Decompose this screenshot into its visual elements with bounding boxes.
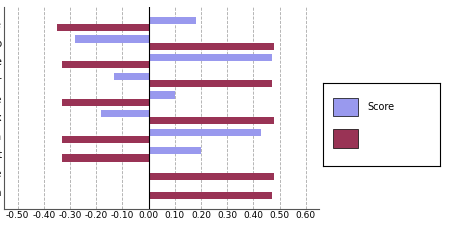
Bar [149,54,272,61]
Bar [149,91,175,99]
Bar [149,43,274,50]
Bar [149,192,272,199]
Bar [62,99,149,106]
Bar [149,147,201,155]
Bar [114,73,149,80]
Bar [62,136,149,143]
Text: Score: Score [368,102,395,112]
Bar [333,129,358,148]
Bar [149,117,274,124]
Bar [149,129,261,136]
Bar [101,110,149,117]
Bar [62,61,149,68]
Bar [149,80,272,87]
Bar [333,98,358,116]
Bar [62,155,149,162]
Bar [75,36,149,43]
Bar [57,24,149,31]
Bar [149,173,274,180]
Bar [149,17,196,24]
